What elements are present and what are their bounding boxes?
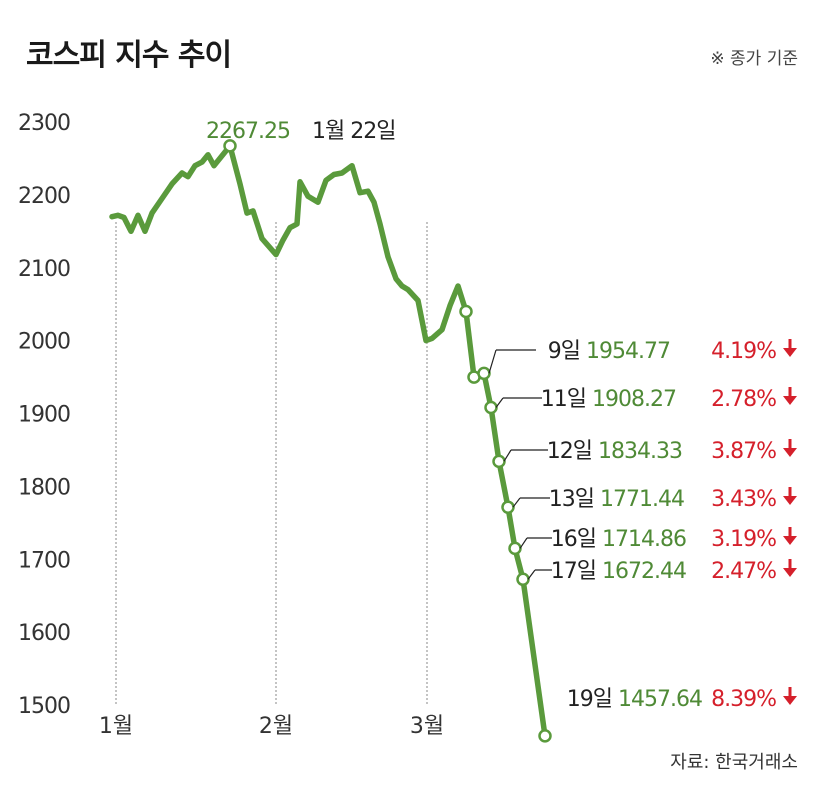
- leader-line: [519, 537, 528, 549]
- down-arrow-icon: [783, 687, 797, 705]
- kospi-series-line: [109, 143, 548, 739]
- leader-line: [495, 397, 504, 408]
- drop-annotation: 19일 1457.64 8.39%: [567, 687, 797, 712]
- chart-title: 코스피 지수 추이: [26, 38, 232, 73]
- annotation-change: 2.47%: [711, 559, 776, 584]
- closing-price-note: ※ 종가 기준: [710, 49, 798, 69]
- data-point-marker: [501, 500, 515, 514]
- down-arrow-icon: [783, 439, 797, 457]
- y-tick-label: 1500: [18, 694, 70, 719]
- data-point-marker: [516, 572, 530, 587]
- annotation-day: 19일: [567, 687, 612, 712]
- down-arrow-icon: [783, 559, 797, 577]
- annotation-change: 3.43%: [711, 487, 776, 512]
- annotation-value: 1714.86: [602, 527, 686, 552]
- leader-line: [512, 497, 521, 508]
- x-axis-ticks: 1월 2월 3월: [99, 714, 444, 739]
- drop-annotation: 16일 1714.86 3.19%: [519, 527, 797, 552]
- annotation-day: 12일: [547, 439, 592, 464]
- x-tick-label: 3월: [410, 714, 444, 739]
- data-point-marker: [508, 541, 522, 556]
- annotation-value: 1834.33: [598, 439, 682, 464]
- daily-drop-annotations: 9일 1954.77 4.19% 11일 1908.27 2.78% 12일 1834.33 3…: [488, 339, 797, 712]
- data-point-marker: [459, 304, 473, 319]
- annotation-day: 13일: [549, 487, 594, 512]
- peak-value: 2267.25: [206, 119, 290, 144]
- drop-annotation: 12일 1834.33 3.87%: [503, 439, 797, 464]
- leader-line: [527, 569, 536, 580]
- annotation-day: 9일: [548, 339, 580, 364]
- y-tick-label: 1600: [18, 621, 70, 646]
- y-tick-label: 2000: [18, 330, 70, 355]
- data-point-marker: [223, 139, 237, 153]
- x-tick-label: 1월: [99, 714, 133, 739]
- annotation-change: 3.87%: [711, 439, 776, 464]
- annotation-value: 1457.64: [618, 687, 702, 712]
- drop-annotation: 9일 1954.77 4.19%: [488, 339, 797, 374]
- peak-annotation: 2267.25 1월 22일: [206, 119, 396, 144]
- y-tick-label: 2100: [18, 257, 70, 282]
- y-tick-label: 1800: [18, 475, 70, 500]
- data-point-marker: [477, 366, 491, 381]
- drop-annotation: 13일 1771.44 3.43%: [512, 487, 797, 512]
- y-tick-label: 2200: [18, 184, 70, 209]
- annotation-day: 11일: [541, 387, 586, 412]
- y-tick-label: 2300: [18, 111, 70, 136]
- annotation-value: 1672.44: [602, 559, 686, 584]
- annotation-change: 3.19%: [711, 527, 776, 552]
- down-arrow-icon: [783, 339, 797, 357]
- annotation-value: 1954.77: [586, 339, 670, 364]
- down-arrow-icon: [783, 527, 797, 545]
- annotation-value: 1771.44: [600, 487, 684, 512]
- y-tick-label: 1900: [18, 403, 70, 428]
- drop-annotation: 17일 1672.44 2.47%: [527, 559, 797, 584]
- month-guide-lines: [115, 222, 428, 705]
- annotation-value: 1908.27: [592, 387, 676, 412]
- point-markers: [223, 139, 552, 743]
- annotation-change: 2.78%: [711, 387, 776, 412]
- y-tick-label: 1700: [18, 548, 70, 573]
- source-note: 자료: 한국거래소: [670, 752, 798, 773]
- down-arrow-icon: [783, 387, 797, 405]
- down-arrow-icon: [783, 487, 797, 505]
- annotation-change: 4.19%: [711, 339, 776, 364]
- data-point-marker: [492, 454, 506, 469]
- annotation-day: 16일: [551, 527, 596, 552]
- annotation-change: 8.39%: [711, 687, 776, 712]
- annotation-day: 17일: [551, 559, 596, 584]
- peak-date: 1월 22일: [312, 119, 395, 144]
- y-axis-ticks: 2300 2200 2100 2000 1900 1800 1700 1600 1500: [18, 111, 71, 719]
- drop-annotation: 11일 1908.27 2.78%: [495, 387, 797, 412]
- leader-line: [503, 449, 512, 462]
- data-point-marker: [484, 400, 498, 415]
- data-point-marker: [538, 729, 552, 743]
- leader-line: [488, 349, 497, 374]
- x-tick-label: 2월: [259, 714, 293, 739]
